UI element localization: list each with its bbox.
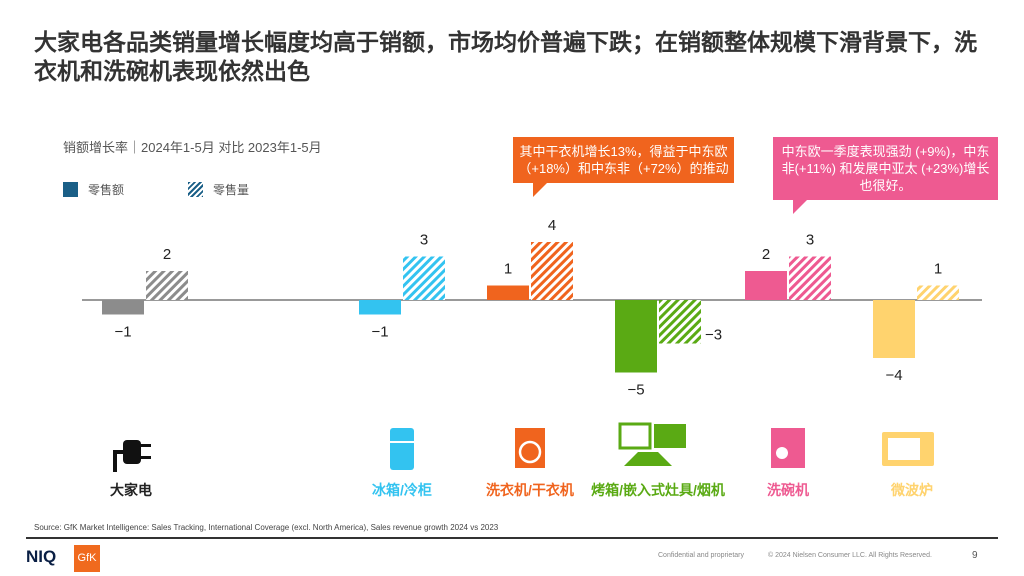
dishwasher-icon	[771, 428, 805, 468]
category-label: 冰箱/冷柜	[372, 482, 432, 498]
legend-swatch-hatched	[188, 182, 203, 197]
legend-label: 零售额	[88, 183, 125, 197]
data-label: 1	[504, 261, 512, 278]
category-label: 洗碗机	[767, 482, 809, 498]
legend-sales: 零售额	[63, 181, 124, 198]
data-label: −5	[627, 382, 644, 399]
category-label: 洗衣机/干衣机	[486, 482, 574, 498]
data-label: −3	[705, 327, 722, 344]
divider	[26, 537, 998, 539]
bar-sales	[102, 300, 144, 315]
data-label: 1	[934, 261, 942, 278]
bar-sales	[745, 271, 787, 300]
callout-washer: 其中干衣机增长13%，得益于中东欧（+18%）和中东非（+72%）的推动	[513, 137, 734, 197]
chart-subtitle: 销额增长率｜2024年1-5月 对比 2023年1-5月	[63, 140, 322, 155]
category-label: 微波炉	[890, 482, 933, 498]
bar-volume	[403, 256, 445, 300]
plug-icon	[113, 440, 151, 472]
callout-dishwasher: 中东欧一季度表现强劲 (+9%)，中东非(+11%) 和发展中亚太 (+23%)…	[773, 137, 998, 214]
microwave-icon	[882, 432, 934, 466]
confidential-note: Confidential and proprietary	[658, 552, 744, 559]
bar-sales	[487, 285, 529, 300]
copyright: © 2024 Nielsen Consumer LLC. All Rights …	[768, 552, 932, 559]
bar-volume	[917, 285, 959, 300]
bar-volume	[659, 300, 701, 344]
data-label: 3	[806, 232, 814, 249]
bar-volume	[789, 256, 831, 300]
data-label: −1	[114, 324, 131, 341]
page-number: 9	[972, 550, 978, 561]
bar-volume	[531, 242, 573, 300]
legend-label: 零售量	[213, 183, 250, 197]
bar-sales	[873, 300, 915, 358]
gfk-logo: GfK	[74, 545, 100, 572]
category-label: 烤箱/嵌入式灶具/烟机	[591, 482, 725, 498]
washing-machine-icon	[515, 428, 545, 468]
bar-chart: −1 2 大家电 −1 3 冰箱/冷柜 1 4 洗衣机/干衣机 −5 −3 烤箱/嵌入式灶具/烟机 2 3…	[82, 217, 982, 498]
bar-sales	[615, 300, 657, 373]
niq-logo: NIQ	[26, 547, 57, 566]
page-title: 大家电各品类销量增长幅度均高于销额，市场均价普遍下跌；在销额整体规模下滑背景下，…	[34, 29, 977, 84]
legend-swatch-solid	[63, 182, 78, 197]
fridge-icon	[390, 428, 414, 470]
data-label: −4	[885, 367, 902, 384]
data-label: 2	[762, 246, 770, 263]
source-note: Source: GfK Market Intelligence: Sales T…	[34, 523, 499, 532]
oven-hob-hood-icon	[618, 422, 686, 466]
bar-volume	[146, 271, 188, 300]
category-label: 大家电	[110, 482, 152, 498]
data-label: 3	[420, 232, 428, 249]
bar-sales	[359, 300, 401, 315]
legend-volume: 零售量	[188, 181, 249, 198]
data-label: 2	[163, 246, 171, 263]
data-label: 4	[548, 217, 556, 234]
data-label: −1	[371, 324, 388, 341]
